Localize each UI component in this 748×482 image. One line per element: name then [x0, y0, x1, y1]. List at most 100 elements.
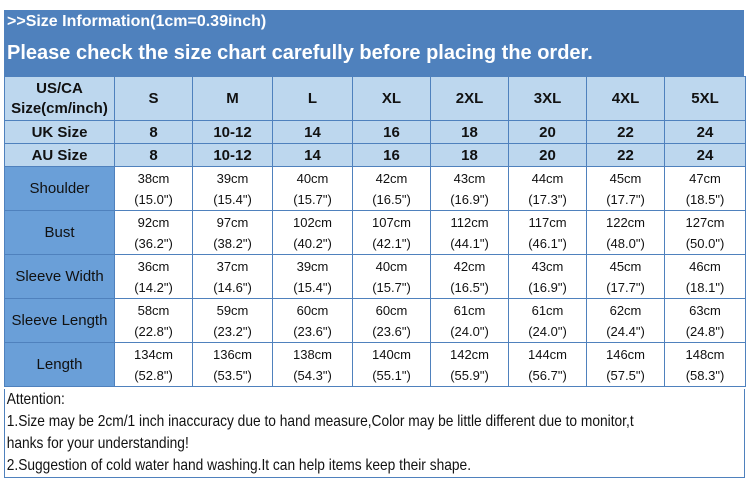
cm-value: 138cm	[292, 346, 333, 362]
measurement-label: Sleeve Width	[4, 254, 115, 299]
measurement-cell: 58cm (22.8")	[114, 298, 193, 343]
measurement-label: Shoulder	[4, 166, 115, 211]
inch-value: (22.8")	[134, 323, 173, 339]
inch-value: (23.6")	[372, 323, 411, 339]
measurement-cell: 62cm (24.4")	[586, 298, 665, 343]
corner-line: Size(cm/inch)	[11, 99, 108, 117]
inch-value: (36.2")	[134, 235, 173, 251]
measurement-cell: 92cm (36.2")	[114, 210, 193, 255]
measurement-label: Bust	[4, 210, 115, 255]
au-size-value: 10-12	[192, 143, 273, 167]
inch-value: (48.0")	[606, 235, 645, 251]
measurement-cell: 138cm (54.3")	[272, 342, 353, 387]
au-size-value: 22	[586, 143, 665, 167]
inch-value: (56.7")	[528, 367, 567, 383]
inch-value: (24.0")	[450, 323, 489, 339]
cm-value: 144cm	[527, 346, 568, 362]
attention-line: 1.Size may be 2cm/1 inch inaccuracy due …	[6, 413, 634, 430]
measurement-row: Bust 92cm (36.2") 97cm (38.2") 102cm (40.2") 10…	[4, 210, 746, 255]
cm-value: 40cm	[375, 258, 408, 274]
cm-value: 122cm	[605, 214, 646, 230]
inch-value: (46.1")	[528, 235, 567, 251]
inch-value: (16.9")	[450, 191, 489, 207]
size-header: XL	[352, 76, 431, 121]
uk-size-value: 16	[352, 120, 431, 144]
size-header: 2XL	[430, 76, 509, 121]
measurement-cell: 40cm (15.7")	[352, 254, 431, 299]
corner-cell: US/CA Size(cm/inch)	[4, 76, 115, 121]
measurement-label: Sleeve Length	[4, 298, 115, 343]
measurement-cell: 144cm (56.7")	[508, 342, 587, 387]
measurement-cell: 61cm (24.0")	[508, 298, 587, 343]
cm-value: 127cm	[685, 214, 725, 230]
uk-size-row: UK Size 8 10-12 14 16 18 20 22 24	[4, 120, 746, 144]
inch-value: (14.2")	[134, 279, 173, 295]
measurement-cell: 140cm (55.1")	[352, 342, 431, 387]
inch-value: (54.3")	[293, 367, 332, 383]
au-size-label: AU Size	[4, 143, 115, 167]
cm-value: 44cm	[531, 170, 564, 186]
inch-value: (15.4")	[293, 279, 332, 295]
inch-value: (58.3")	[685, 367, 725, 383]
cm-value: 37cm	[216, 258, 249, 274]
cm-value: 40cm	[296, 170, 329, 186]
inch-value: (52.8")	[134, 367, 173, 383]
cm-value: 60cm	[375, 302, 408, 318]
cm-value: 63cm	[689, 302, 721, 318]
au-size-value: 20	[508, 143, 587, 167]
measurement-cell: 47cm (18.5")	[664, 166, 746, 211]
inch-value: (16.5")	[372, 191, 411, 207]
measurement-cell: 97cm (38.2")	[192, 210, 273, 255]
measurement-cell: 63cm (24.8")	[664, 298, 746, 343]
inch-value: (24.0")	[528, 323, 567, 339]
uk-size-value: 22	[586, 120, 665, 144]
measurement-cell: 148cm (58.3")	[664, 342, 746, 387]
size-header-row: US/CA Size(cm/inch) S M L XL 2XL 3XL 4XL 5XL	[4, 76, 746, 121]
inch-value: (15.4")	[213, 191, 252, 207]
measurement-cell: 42cm (16.5")	[352, 166, 431, 211]
inch-value: (16.9")	[528, 279, 567, 295]
au-size-value: 8	[114, 143, 193, 167]
inch-value: (17.7")	[606, 191, 645, 207]
measurement-cell: 107cm (42.1")	[352, 210, 431, 255]
inch-value: (55.1")	[372, 367, 411, 383]
cm-value: 136cm	[212, 346, 253, 362]
cm-value: 61cm	[531, 302, 564, 318]
uk-size-value: 24	[664, 120, 746, 144]
cm-value: 134cm	[133, 346, 174, 362]
cm-value: 43cm	[453, 170, 486, 186]
measurement-cell: 117cm (46.1")	[508, 210, 587, 255]
cm-value: 45cm	[609, 258, 642, 274]
cm-value: 102cm	[292, 214, 333, 230]
size-check-notice: Please check the size chart carefully be…	[7, 42, 593, 64]
uk-size-value: 20	[508, 120, 587, 144]
measurement-cell: 134cm (52.8")	[114, 342, 193, 387]
measurement-cell: 136cm (53.5")	[192, 342, 273, 387]
measurement-cell: 38cm (15.0")	[114, 166, 193, 211]
measurement-cell: 36cm (14.2")	[114, 254, 193, 299]
measurement-cell: 60cm (23.6")	[352, 298, 431, 343]
cm-value: 36cm	[137, 258, 170, 274]
au-size-value: 24	[664, 143, 746, 167]
measurement-cell: 45cm (17.7")	[586, 254, 665, 299]
inch-value: (23.2")	[213, 323, 252, 339]
cm-value: 117cm	[528, 214, 567, 230]
measurement-cell: 39cm (15.4")	[272, 254, 353, 299]
cm-value: 146cm	[605, 346, 646, 362]
cm-value: 42cm	[453, 258, 486, 274]
attention-line: 2.Suggestion of cold water hand washing.…	[6, 457, 472, 474]
measurement-cell: 142cm (55.9")	[430, 342, 509, 387]
inch-value: (17.7")	[606, 279, 645, 295]
measurement-row: Length 134cm (52.8") 136cm (53.5") 138cm (54.3…	[4, 342, 746, 387]
cm-value: 58cm	[137, 302, 170, 318]
cm-value: 148cm	[685, 346, 725, 362]
measurement-row: Sleeve Width 36cm (14.2") 37cm (14.6") 39cm (1…	[4, 254, 746, 299]
measurement-cell: 127cm (50.0")	[664, 210, 746, 255]
cm-value: 140cm	[371, 346, 412, 362]
measurement-cell: 146cm (57.5")	[586, 342, 665, 387]
attention-line: hanks for your understanding!	[6, 435, 189, 452]
size-header: S	[114, 76, 193, 121]
size-header: L	[272, 76, 353, 121]
inch-value: (50.0")	[685, 235, 725, 251]
measurement-row: Sleeve Length 58cm (22.8") 59cm (23.2") 60cm (…	[4, 298, 746, 343]
